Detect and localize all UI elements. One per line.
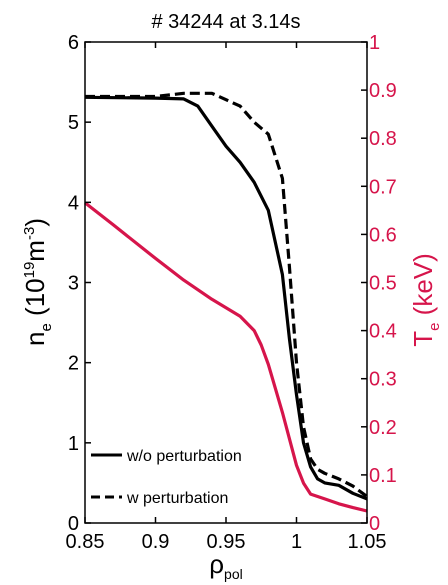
right-tick-label: 0.8: [369, 128, 397, 150]
chart-title: # 34244 at 3.14s: [151, 11, 300, 33]
legend-label-dashed: w perturbation: [126, 490, 228, 507]
x-axis-label: ρpol: [209, 549, 242, 582]
bottom-tick-label: 0.85: [66, 531, 105, 553]
right-tick-label: 0.5: [369, 273, 397, 295]
left-tick-label: 2: [68, 353, 79, 375]
legend: w/o perturbation w perturbation: [91, 448, 242, 507]
right-tick-label: 0.3: [369, 369, 397, 391]
right-tick-label: 0.6: [369, 224, 397, 246]
left-tick-label: 0: [68, 513, 79, 535]
left-y-axis-label: ne (1019m-3): [20, 218, 55, 346]
left-tick-label: 1: [68, 433, 79, 455]
left-tick-label: 4: [68, 192, 79, 214]
left-tick-label: 5: [68, 112, 79, 134]
right-tick-label: 0.9: [369, 80, 397, 102]
right-tick-label: 1: [369, 32, 380, 54]
right-y-axis-label: Te (keV): [408, 253, 443, 347]
left-tick-label: 6: [68, 32, 79, 54]
bottom-tick-label: 0.9: [142, 531, 170, 553]
right-tick-label: 0: [369, 513, 380, 535]
bottom-tick-label: 1.05: [348, 531, 387, 553]
plot-lines: [84, 91, 368, 513]
right-tick-label: 0.2: [369, 417, 397, 439]
left-tick-label: 3: [68, 273, 79, 295]
axis-ticks: 0 1 2 3 4 5 6 0 0.1 0.2 0.3 0.4 0.5 0.6 0.7 0.8 0.9 1 0.85…: [66, 32, 397, 553]
series-line-1: [85, 91, 368, 498]
series-line-2: [84, 201, 368, 513]
right-tick-label: 0.7: [369, 176, 397, 198]
series-line-0: [84, 95, 368, 501]
right-tick-label: 0.1: [369, 465, 397, 487]
legend-label-solid: w/o perturbation: [126, 448, 242, 465]
right-tick-label: 0.4: [369, 321, 397, 343]
bottom-tick-label: 1: [291, 531, 302, 553]
bottom-tick-label: 0.95: [207, 531, 246, 553]
